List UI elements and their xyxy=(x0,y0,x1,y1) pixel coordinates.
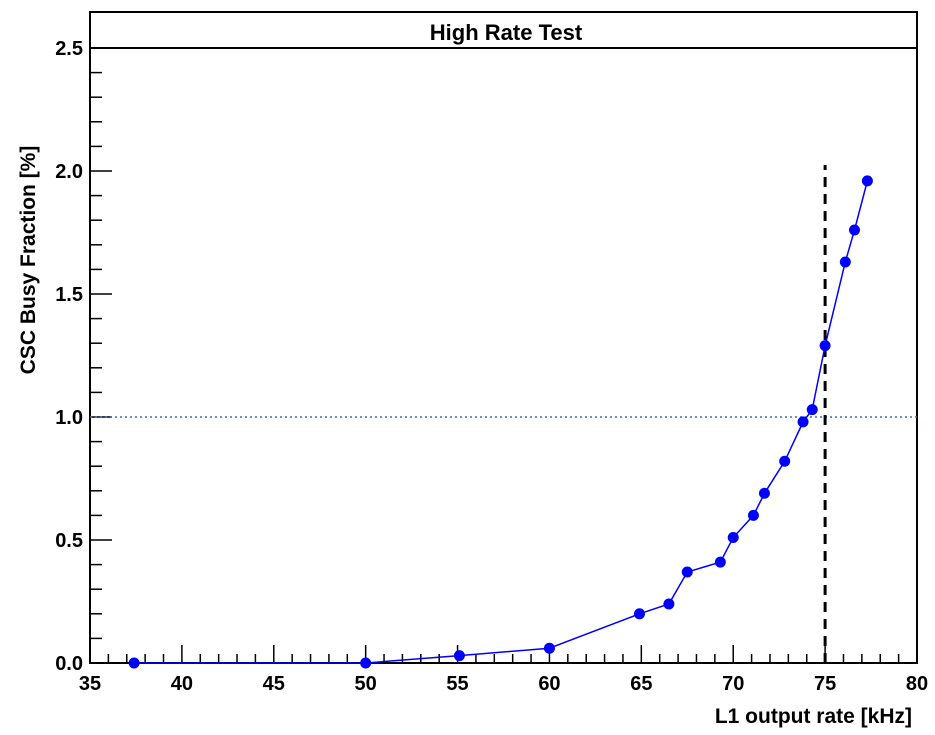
data-point xyxy=(861,175,873,187)
data-point xyxy=(797,416,809,428)
x-tick-label: 40 xyxy=(171,673,193,695)
x-tick-label: 55 xyxy=(446,673,468,695)
data-point xyxy=(453,650,465,662)
data-point xyxy=(747,509,759,521)
data-point xyxy=(819,340,831,352)
data-point xyxy=(663,598,675,610)
x-tick-label: 35 xyxy=(79,673,101,695)
x-tick-label: 45 xyxy=(263,673,285,695)
series-line xyxy=(134,180,869,664)
y-tick-label: 2.5 xyxy=(55,38,83,60)
data-point xyxy=(128,657,140,669)
data-point xyxy=(360,657,372,669)
x-axis-title: L1 output rate [kHz] xyxy=(715,705,912,728)
data-point xyxy=(714,556,726,568)
tick-labels: 35 40 45 50 55 60 65 70 75 80 0.0 0.5 1.0 1.5 2.0 2.5 xyxy=(55,38,928,695)
reference-lines xyxy=(90,165,917,663)
chart-title: High Rate Test xyxy=(430,20,583,45)
y-axis-title: CSC Busy Fraction [%] xyxy=(17,146,40,375)
x-tick-label: 70 xyxy=(722,673,744,695)
data-point xyxy=(681,566,693,578)
axis-ticks xyxy=(89,47,918,664)
data-point xyxy=(543,642,555,654)
data-point xyxy=(758,487,770,499)
data-point xyxy=(779,455,791,467)
x-tick-label: 60 xyxy=(538,673,560,695)
x-tick-label: 80 xyxy=(906,673,928,695)
y-tick-label: 1.5 xyxy=(55,284,83,306)
plot-frame xyxy=(89,11,918,664)
y-tick-label: 2.0 xyxy=(55,161,83,183)
data-point xyxy=(849,224,861,236)
data-point xyxy=(727,532,739,544)
x-tick-label: 50 xyxy=(355,673,377,695)
data-point xyxy=(839,256,851,268)
x-tick-label: 75 xyxy=(814,673,836,695)
data-point xyxy=(806,404,818,416)
y-tick-label: 1.0 xyxy=(55,407,83,429)
data-point xyxy=(633,608,645,620)
y-tick-label: 0.0 xyxy=(55,653,83,675)
x-tick-label: 65 xyxy=(630,673,652,695)
data-series xyxy=(128,175,873,669)
y-tick-label: 0.5 xyxy=(55,530,83,552)
